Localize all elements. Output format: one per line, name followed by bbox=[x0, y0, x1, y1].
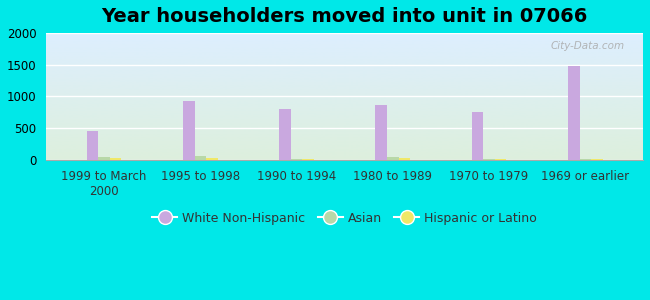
Bar bbox=[387, 157, 398, 160]
Bar bbox=[183, 101, 194, 160]
Bar bbox=[98, 157, 110, 160]
Title: Year householders moved into unit in 07066: Year householders moved into unit in 070… bbox=[101, 7, 588, 26]
Bar bbox=[580, 159, 591, 160]
Bar bbox=[110, 158, 122, 160]
Bar bbox=[472, 112, 484, 160]
Bar bbox=[591, 159, 603, 160]
Bar bbox=[495, 159, 506, 160]
Bar bbox=[86, 131, 98, 160]
Bar bbox=[568, 66, 580, 160]
Bar bbox=[206, 158, 218, 160]
Bar bbox=[291, 159, 302, 160]
Bar bbox=[302, 159, 314, 160]
Legend: White Non-Hispanic, Asian, Hispanic or Latino: White Non-Hispanic, Asian, Hispanic or L… bbox=[147, 207, 542, 230]
Bar bbox=[280, 109, 291, 160]
Bar bbox=[484, 159, 495, 160]
Text: City-Data.com: City-Data.com bbox=[551, 41, 625, 51]
Bar bbox=[398, 158, 410, 160]
Bar bbox=[376, 105, 387, 160]
Bar bbox=[194, 156, 206, 160]
